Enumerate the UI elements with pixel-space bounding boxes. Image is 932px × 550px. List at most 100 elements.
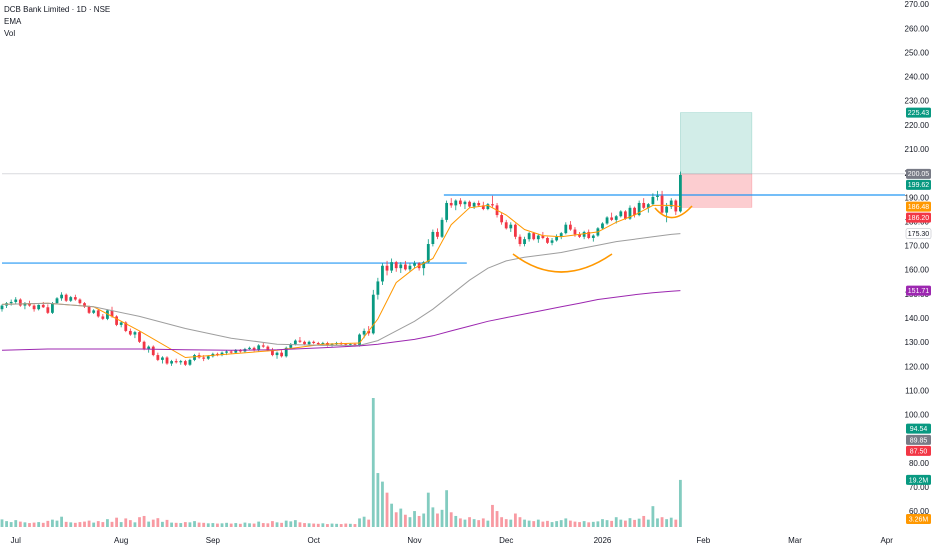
volume-bar bbox=[101, 522, 105, 527]
volume-bar bbox=[573, 521, 577, 527]
price-tag-label: 186.48 bbox=[908, 204, 930, 211]
candle-body bbox=[381, 265, 384, 282]
price-tag bbox=[906, 107, 931, 118]
volume-bar bbox=[298, 522, 302, 527]
candle-body bbox=[472, 202, 476, 207]
candle-body bbox=[133, 332, 137, 335]
candle-body bbox=[156, 355, 160, 360]
volume-bar bbox=[504, 519, 508, 527]
candle-body bbox=[628, 207, 632, 219]
y-tick-label: 70.00 bbox=[909, 483, 930, 492]
candle-body bbox=[573, 229, 577, 235]
volume-bar bbox=[646, 519, 650, 527]
candle-body bbox=[248, 347, 251, 350]
volume-bar bbox=[559, 520, 563, 527]
y-tick-label: 260.00 bbox=[905, 24, 930, 33]
volume-bar bbox=[41, 522, 45, 527]
volume-bar bbox=[656, 518, 659, 527]
volume-bar bbox=[87, 520, 91, 527]
volume-bar bbox=[183, 522, 187, 527]
volume-bar bbox=[633, 519, 636, 527]
y-tick-label: 240.00 bbox=[905, 73, 930, 82]
indicator-label: EMA bbox=[4, 17, 22, 26]
volume-bar bbox=[582, 521, 586, 527]
volume-bar bbox=[243, 522, 247, 527]
price-tag bbox=[906, 179, 931, 190]
volume-bar bbox=[674, 519, 678, 527]
volume-bar bbox=[376, 473, 380, 527]
volume-tag bbox=[906, 514, 931, 525]
candle-body bbox=[14, 299, 18, 302]
volume-bar bbox=[669, 517, 673, 527]
price-tag bbox=[906, 423, 931, 434]
volume-bar bbox=[440, 509, 444, 527]
volume-bar bbox=[660, 517, 664, 527]
volume-bar bbox=[390, 503, 394, 527]
candle-body bbox=[605, 217, 609, 224]
volume-bar bbox=[591, 521, 595, 527]
volume-bar bbox=[321, 523, 325, 527]
candle-body bbox=[445, 202, 449, 220]
candle-body bbox=[9, 301, 13, 304]
candle-body bbox=[23, 303, 27, 306]
candle-body bbox=[390, 262, 394, 271]
y-tick-label: 190.00 bbox=[905, 193, 930, 202]
candle-body bbox=[124, 322, 128, 331]
volume-bar bbox=[128, 520, 132, 527]
volume-bar bbox=[491, 504, 494, 527]
volume-bar bbox=[596, 521, 600, 527]
candle-body bbox=[555, 236, 559, 241]
volume-tag bbox=[906, 474, 931, 485]
plot-area bbox=[0, 112, 905, 527]
candle-body bbox=[110, 310, 114, 317]
volume-bar bbox=[83, 521, 86, 527]
candle-body bbox=[37, 304, 41, 310]
candle-body bbox=[619, 211, 623, 217]
volume-bar bbox=[261, 523, 265, 527]
candle-body bbox=[284, 347, 288, 357]
y-tick-label: 110.00 bbox=[905, 386, 929, 395]
candle-body bbox=[119, 322, 123, 325]
y-tick-label: 250.00 bbox=[905, 48, 930, 57]
candle-body bbox=[147, 346, 151, 350]
candle-body bbox=[87, 306, 91, 313]
volume-bar bbox=[161, 521, 164, 527]
price-tag-label: 87.50 bbox=[910, 448, 928, 455]
volume-bar bbox=[151, 519, 155, 527]
volume-bar bbox=[32, 522, 36, 527]
candle-body bbox=[238, 350, 242, 352]
volume-bar bbox=[106, 519, 109, 527]
price-tag-label: 151.71 bbox=[908, 288, 930, 295]
candle-body bbox=[183, 361, 187, 365]
volume-bar bbox=[344, 523, 348, 527]
candle-body bbox=[293, 340, 297, 345]
volume-bar bbox=[353, 524, 357, 527]
candle-body bbox=[546, 237, 549, 243]
y-tick-label: 170.00 bbox=[905, 242, 930, 251]
volume-bar bbox=[60, 516, 63, 527]
candle-body bbox=[151, 346, 155, 356]
volume-bar bbox=[518, 517, 522, 527]
y-tick-label: 60.00 bbox=[909, 507, 930, 516]
candle-body bbox=[106, 310, 109, 319]
candle-body bbox=[656, 195, 659, 197]
candle-body bbox=[633, 207, 636, 216]
volume-bar bbox=[78, 522, 82, 527]
candle-body bbox=[500, 215, 504, 223]
candle-body bbox=[83, 303, 86, 307]
candle-body bbox=[394, 262, 398, 269]
volume-bar bbox=[73, 522, 77, 527]
y-tick-label: 270.00 bbox=[905, 0, 930, 9]
volume-bar bbox=[165, 519, 169, 527]
candle-body bbox=[92, 310, 96, 313]
candle-body bbox=[527, 233, 531, 240]
volume-bar bbox=[293, 520, 297, 527]
x-tick-label: 2026 bbox=[594, 536, 612, 545]
candle-body bbox=[101, 316, 105, 319]
candle-body bbox=[170, 361, 173, 364]
x-tick-label: Aug bbox=[114, 536, 128, 545]
volume-bar bbox=[179, 523, 183, 527]
volume-bar bbox=[472, 519, 476, 527]
price-tag bbox=[906, 168, 931, 179]
